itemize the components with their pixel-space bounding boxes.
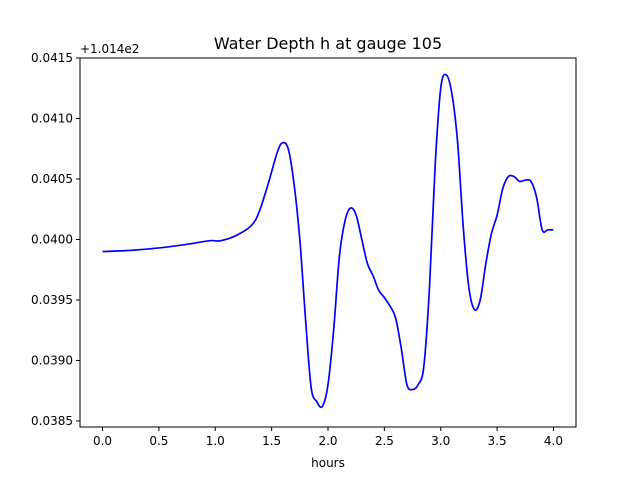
x-tick-label: 2.5 (375, 434, 394, 448)
x-tick-label: 3.0 (431, 434, 450, 448)
x-tick-label: 0.5 (149, 434, 168, 448)
y-tick-label: 0.0390 (31, 353, 73, 367)
x-tick-label: 4.0 (544, 434, 563, 448)
plot-area: 0.0 0.5 1.0 1.5 2.0 2.5 3.0 3.5 4.0 0.0385 0.0390 0… (31, 51, 577, 448)
y-tick-label: 0.0395 (31, 293, 73, 307)
chart-title: Water Depth h at gauge 105 (214, 34, 442, 53)
x-tick-label: 3.5 (488, 434, 507, 448)
y-tick-label: 0.0405 (31, 172, 73, 186)
y-tick-label: 0.0410 (31, 111, 73, 125)
y-tick-label: 0.0400 (31, 232, 73, 246)
x-tick-label: 2.0 (318, 434, 337, 448)
y-offset-label: +1.014e2 (80, 42, 139, 56)
x-tick-label: 1.5 (262, 434, 281, 448)
x-tick-label: 1.0 (206, 434, 225, 448)
y-tick-label: 0.0385 (31, 414, 73, 428)
y-tick-label: 0.0415 (31, 51, 73, 65)
x-axis-label: hours (311, 456, 345, 470)
series-line-0 (102, 73, 554, 409)
x-tick-label: 0.0 (93, 434, 112, 448)
